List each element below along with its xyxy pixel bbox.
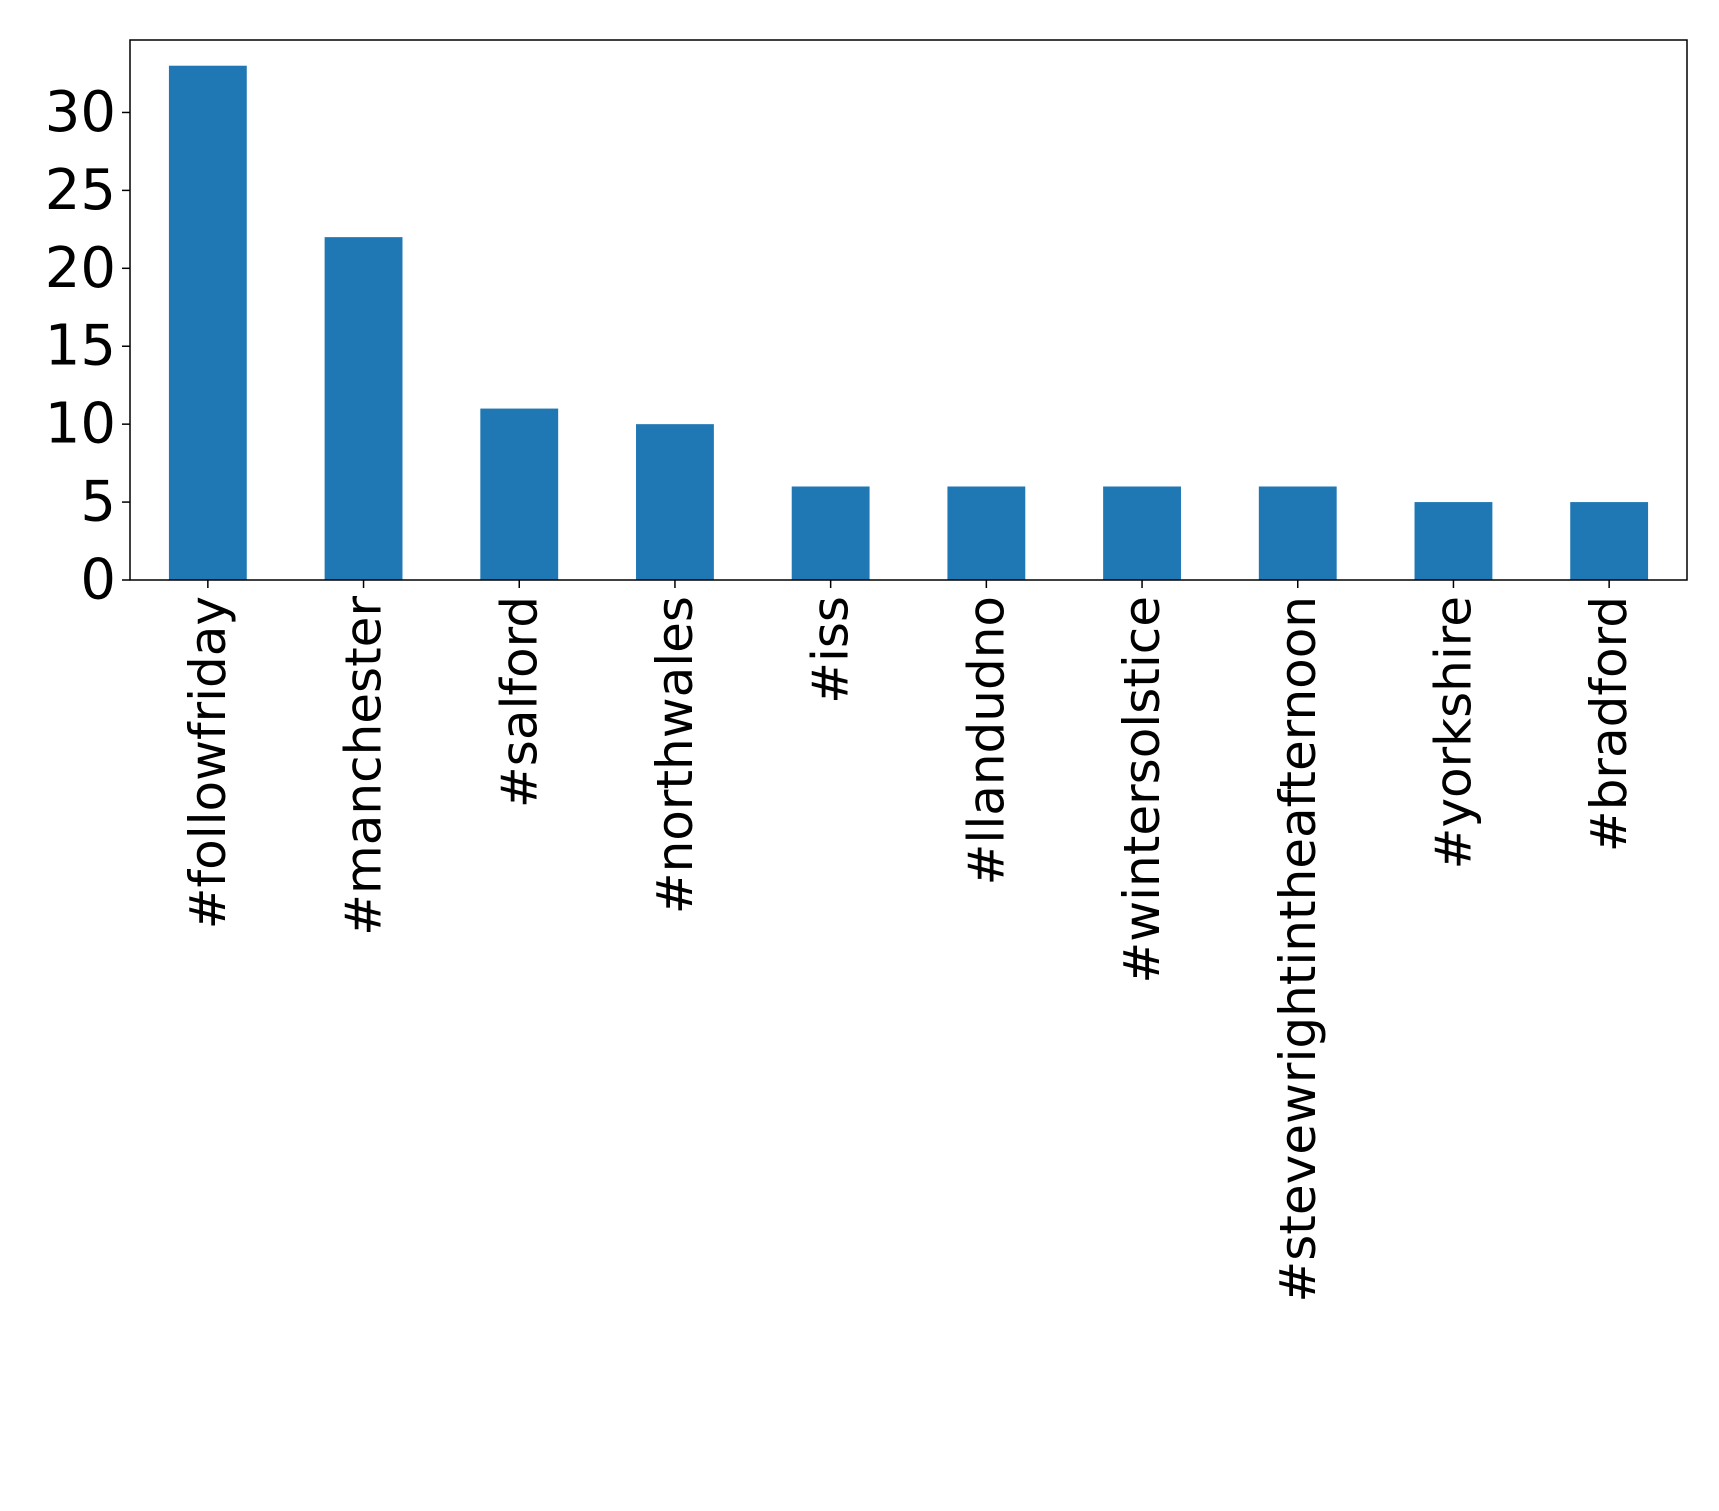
bar (324, 237, 403, 580)
x-tick-label: #manchester (335, 596, 393, 936)
bar (636, 424, 714, 580)
x-tick-label: #northwales (646, 596, 704, 914)
y-tick-label: 20 (45, 236, 116, 301)
x-tick-label: #llandudno (957, 596, 1015, 885)
y-axis: 0 5 10 15 20 25 30 (45, 80, 130, 613)
y-tick-label: 5 (80, 470, 116, 535)
y-tick-label: 0 (80, 548, 116, 613)
bar (791, 486, 870, 580)
bar (1414, 502, 1493, 580)
x-tick-label: #yorkshire (1424, 596, 1482, 869)
y-tick-label: 10 (45, 392, 116, 457)
x-tick-label: #wintersolstice (1113, 596, 1171, 984)
bar (168, 65, 247, 580)
x-axis: #followfriday #manchester #salford #northwa… (179, 580, 1638, 1303)
y-tick-label: 25 (45, 158, 116, 223)
bar (1103, 486, 1181, 580)
x-tick-label: #bradford (1580, 596, 1638, 852)
y-tick-label: 15 (45, 314, 116, 379)
plot-frame (129, 39, 1688, 581)
x-tick-label: #iss (802, 596, 860, 704)
bars-group (168, 65, 1649, 580)
x-tick-label: #followfriday (179, 596, 237, 929)
x-tick-label: #stevewrightintheafternoon (1269, 596, 1327, 1303)
bar (480, 408, 559, 580)
bar (1258, 486, 1337, 580)
y-tick-label: 30 (45, 80, 116, 145)
bar (1570, 502, 1649, 580)
x-tick-label: #salford (490, 596, 548, 808)
bar (947, 486, 1026, 580)
